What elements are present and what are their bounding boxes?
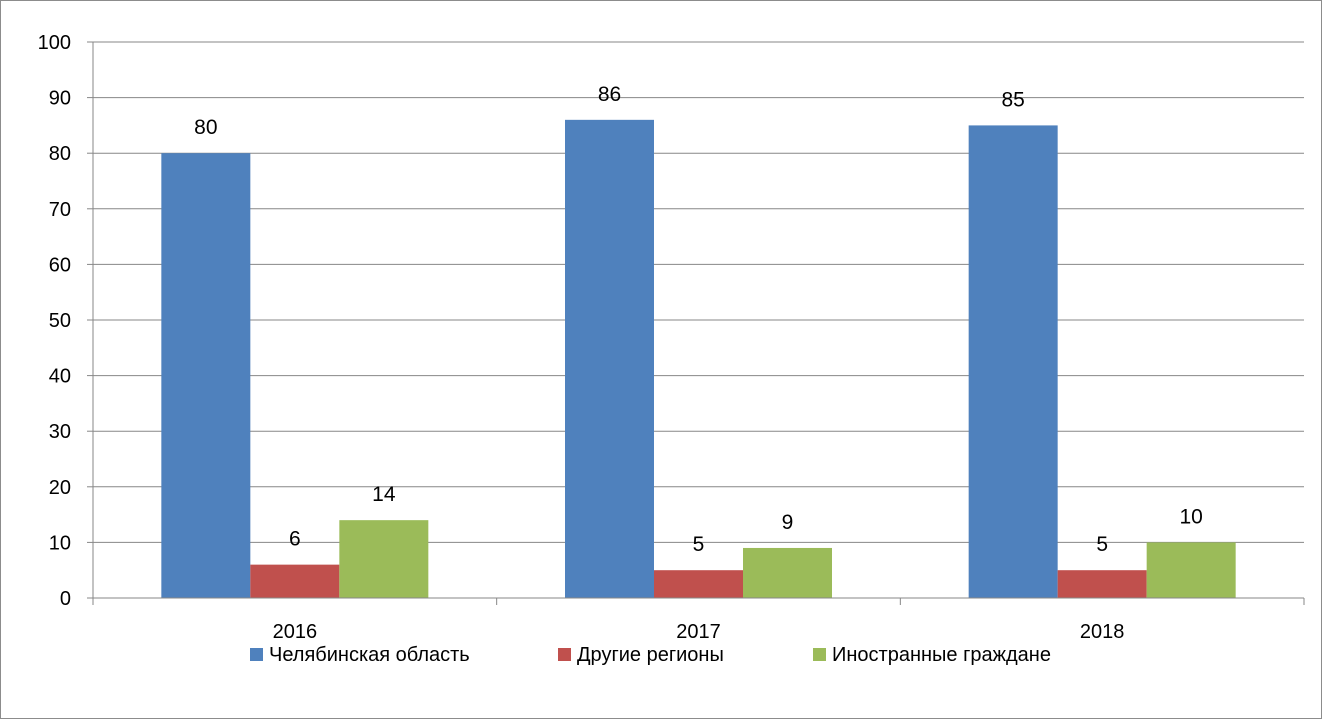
bar	[565, 119, 654, 598]
y-tick-label: 100	[38, 32, 71, 54]
bar	[743, 547, 832, 598]
x-tick-label: 2017	[676, 621, 721, 643]
bars	[161, 119, 1236, 599]
legend-label: Иностранные граждане	[832, 644, 1051, 666]
y-tick-label: 40	[49, 366, 71, 388]
data-label: 85	[1001, 88, 1024, 111]
data-label: 9	[782, 511, 794, 534]
data-label: 80	[194, 116, 217, 139]
data-label: 14	[372, 483, 396, 506]
legend: Челябинская область Другие регионы Иностра…	[250, 644, 1051, 666]
bar	[968, 125, 1058, 599]
legend-swatch	[558, 648, 571, 661]
legend-label: Челябинская область	[269, 644, 470, 666]
x-tick-label: 2018	[1080, 621, 1125, 643]
data-label: 10	[1179, 505, 1202, 528]
bar	[250, 564, 340, 598]
gridlines	[93, 41, 1304, 543]
y-axis-ticks: 0 10 20 30 40 50 60 70 80 90 100	[38, 32, 94, 610]
bar	[161, 153, 251, 598]
y-tick-label: 70	[49, 199, 71, 221]
legend-label: Другие регионы	[577, 644, 724, 666]
data-labels: 80 6 14 86 5 9 85 5 10	[194, 83, 1203, 556]
bar	[654, 570, 743, 598]
x-tick-label: 2016	[273, 621, 318, 643]
y-tick-label: 30	[49, 421, 71, 443]
data-label: 5	[1096, 533, 1108, 556]
y-tick-label: 50	[49, 310, 71, 332]
y-tick-label: 20	[49, 477, 71, 499]
data-label: 86	[598, 83, 621, 106]
bar	[339, 520, 429, 598]
y-tick-label: 60	[49, 254, 71, 276]
data-label: 6	[289, 528, 301, 551]
bar	[1146, 542, 1236, 598]
y-tick-label: 90	[49, 88, 71, 110]
y-tick-label: 0	[60, 588, 71, 610]
bar	[1057, 570, 1147, 598]
legend-swatch	[250, 648, 263, 661]
data-label: 5	[693, 533, 705, 556]
x-axis: 2016 2017 2018	[92, 597, 1305, 643]
y-tick-label: 80	[49, 143, 71, 165]
y-tick-label: 10	[49, 532, 71, 554]
legend-swatch	[813, 648, 826, 661]
